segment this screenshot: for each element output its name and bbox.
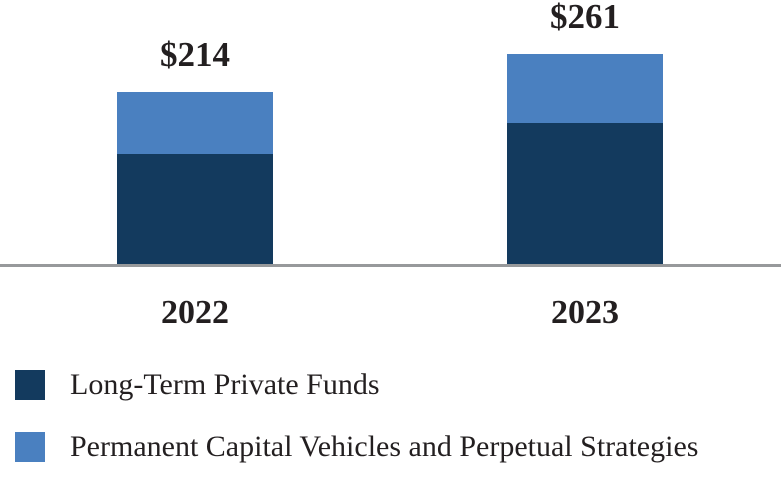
bar-2023 [507, 54, 663, 264]
legend-item-permanent-capital: Permanent Capital Vehicles and Perpetual… [15, 431, 698, 463]
legend-item-long-term: Long-Term Private Funds [15, 369, 380, 401]
legend-swatch-permanent-capital [15, 432, 45, 462]
bar-value-label-2022: $214 [160, 35, 230, 75]
legend-label-long-term: Long-Term Private Funds [70, 368, 380, 401]
plot-area: $214 $261 [117, 0, 663, 264]
legend-label-permanent-capital: Permanent Capital Vehicles and Perpetual… [70, 430, 699, 463]
segment-long-term-2023 [507, 122, 663, 264]
bar-value-label-2023: $261 [550, 0, 620, 37]
legend-swatch-long-term [15, 370, 45, 400]
segment-permanent-capital-2023 [507, 54, 663, 123]
x-axis-label-2023: 2023 [551, 294, 619, 331]
x-axis-label-2022: 2022 [161, 294, 229, 331]
segment-permanent-capital-2022 [117, 92, 273, 154]
bar-2022 [117, 92, 273, 264]
x-axis-line [0, 264, 781, 267]
segment-long-term-2022 [117, 154, 273, 264]
